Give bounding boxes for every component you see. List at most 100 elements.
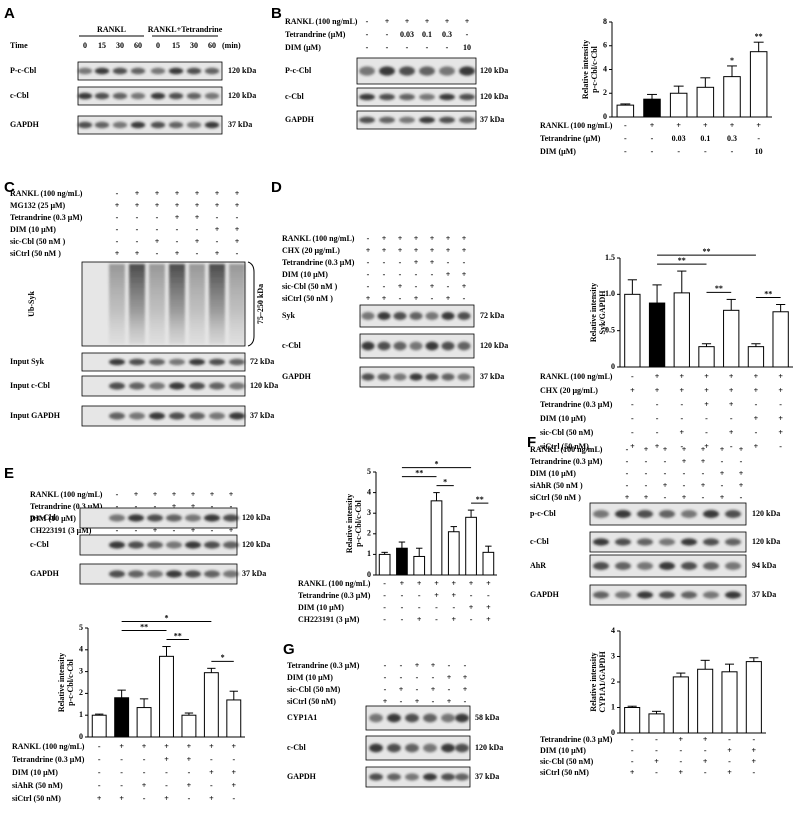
y-tick-label: 0 [79,732,83,741]
condition-mark: + [209,768,214,777]
condition-mark: - [664,457,667,466]
condition-label: DIM (10 μM) [530,469,576,478]
band [615,562,631,570]
condition-mark: + [172,490,177,499]
row-size: 120 kDa [752,509,780,518]
condition-mark: + [215,249,220,258]
condition-mark: + [383,697,388,706]
condition-mark: + [175,189,180,198]
condition-mark: - [383,282,386,291]
band [379,93,395,101]
condition-mark: - [656,400,659,409]
condition-mark: + [462,282,467,291]
band [129,358,145,366]
condition-mark: + [385,17,390,26]
condition-mark: + [415,661,420,670]
condition-mark: + [465,17,470,26]
condition-mark: + [486,615,491,624]
bar [723,76,741,118]
group-label: RANKL [97,25,126,34]
condition-mark: - [779,400,782,409]
condition-mark: + [630,768,635,777]
row-label: Ub-Syk [27,291,36,317]
condition-mark: - [210,781,213,790]
band [423,713,437,723]
significance: ** [715,284,723,293]
condition-mark: + [727,768,732,777]
condition-mark: - [232,755,235,764]
blot-background [356,87,477,107]
y-tick-label: 6 [603,41,607,50]
condition-mark: - [116,502,119,511]
condition-mark: - [624,134,627,143]
significance: * [730,56,734,65]
band [441,773,455,781]
condition-mark: - [680,414,683,423]
condition-mark: + [703,735,708,744]
condition-mark: + [414,294,419,303]
band [405,743,419,753]
row-label: Syk [282,311,295,320]
condition-label: siAhR (50 nM) [12,781,63,790]
condition-mark: + [452,615,457,624]
bar [648,302,666,368]
condition-mark: + [215,225,220,234]
condition-mark: + [155,201,160,210]
condition-label: DIM (μM) [540,147,576,156]
condition-mark: - [143,794,146,803]
condition-mark: + [399,685,404,694]
band [615,538,631,546]
band [229,412,245,420]
condition-mark: - [176,225,179,234]
condition-mark: - [120,768,123,777]
condition-mark: - [655,735,658,744]
condition-mark: 0.03 [400,30,414,39]
band [455,713,469,723]
condition-mark: + [187,755,192,764]
band [387,773,401,781]
band [204,570,220,578]
condition-label: Tetrandrine (0.3 μM) [530,457,603,466]
band [223,570,239,578]
band [419,93,435,101]
band [150,92,166,100]
condition-mark: + [486,579,491,588]
condition-mark: + [463,685,468,694]
band [387,713,401,723]
condition-mark: + [452,579,457,588]
condition-mark: - [154,502,157,511]
significance: ** [476,495,484,504]
condition-mark: + [366,246,371,255]
y-tick-label: 0 [611,728,615,737]
y-axis-label: Relative intensity [581,40,590,99]
condition-label: siCtrl (50 nM ) [282,294,333,303]
band [147,541,163,549]
band [169,412,185,420]
condition-label: CHX (20 μg/mL) [540,386,598,395]
condition-mark: - [98,742,101,751]
condition-mark: + [462,234,467,243]
y-tick-label: 4 [603,64,607,73]
band [369,713,383,723]
condition-mark: + [415,697,420,706]
band [204,67,220,75]
band [149,358,165,366]
condition-mark: - [432,697,435,706]
condition-mark: - [386,30,389,39]
bar [136,707,152,738]
condition-mark: - [683,481,686,490]
condition-mark: + [680,372,685,381]
condition-mark: - [728,735,731,744]
band [419,116,435,124]
condition-mark: + [414,246,419,255]
condition-mark: - [98,781,101,790]
row-label: GAPDH [30,569,60,578]
condition-mark: - [416,673,419,682]
condition-mark: + [729,372,734,381]
condition-mark: - [98,755,101,764]
condition-mark: - [415,282,418,291]
condition-mark: + [172,502,177,511]
band [637,562,653,570]
condition-label: DIM (10 μM) [30,514,76,523]
